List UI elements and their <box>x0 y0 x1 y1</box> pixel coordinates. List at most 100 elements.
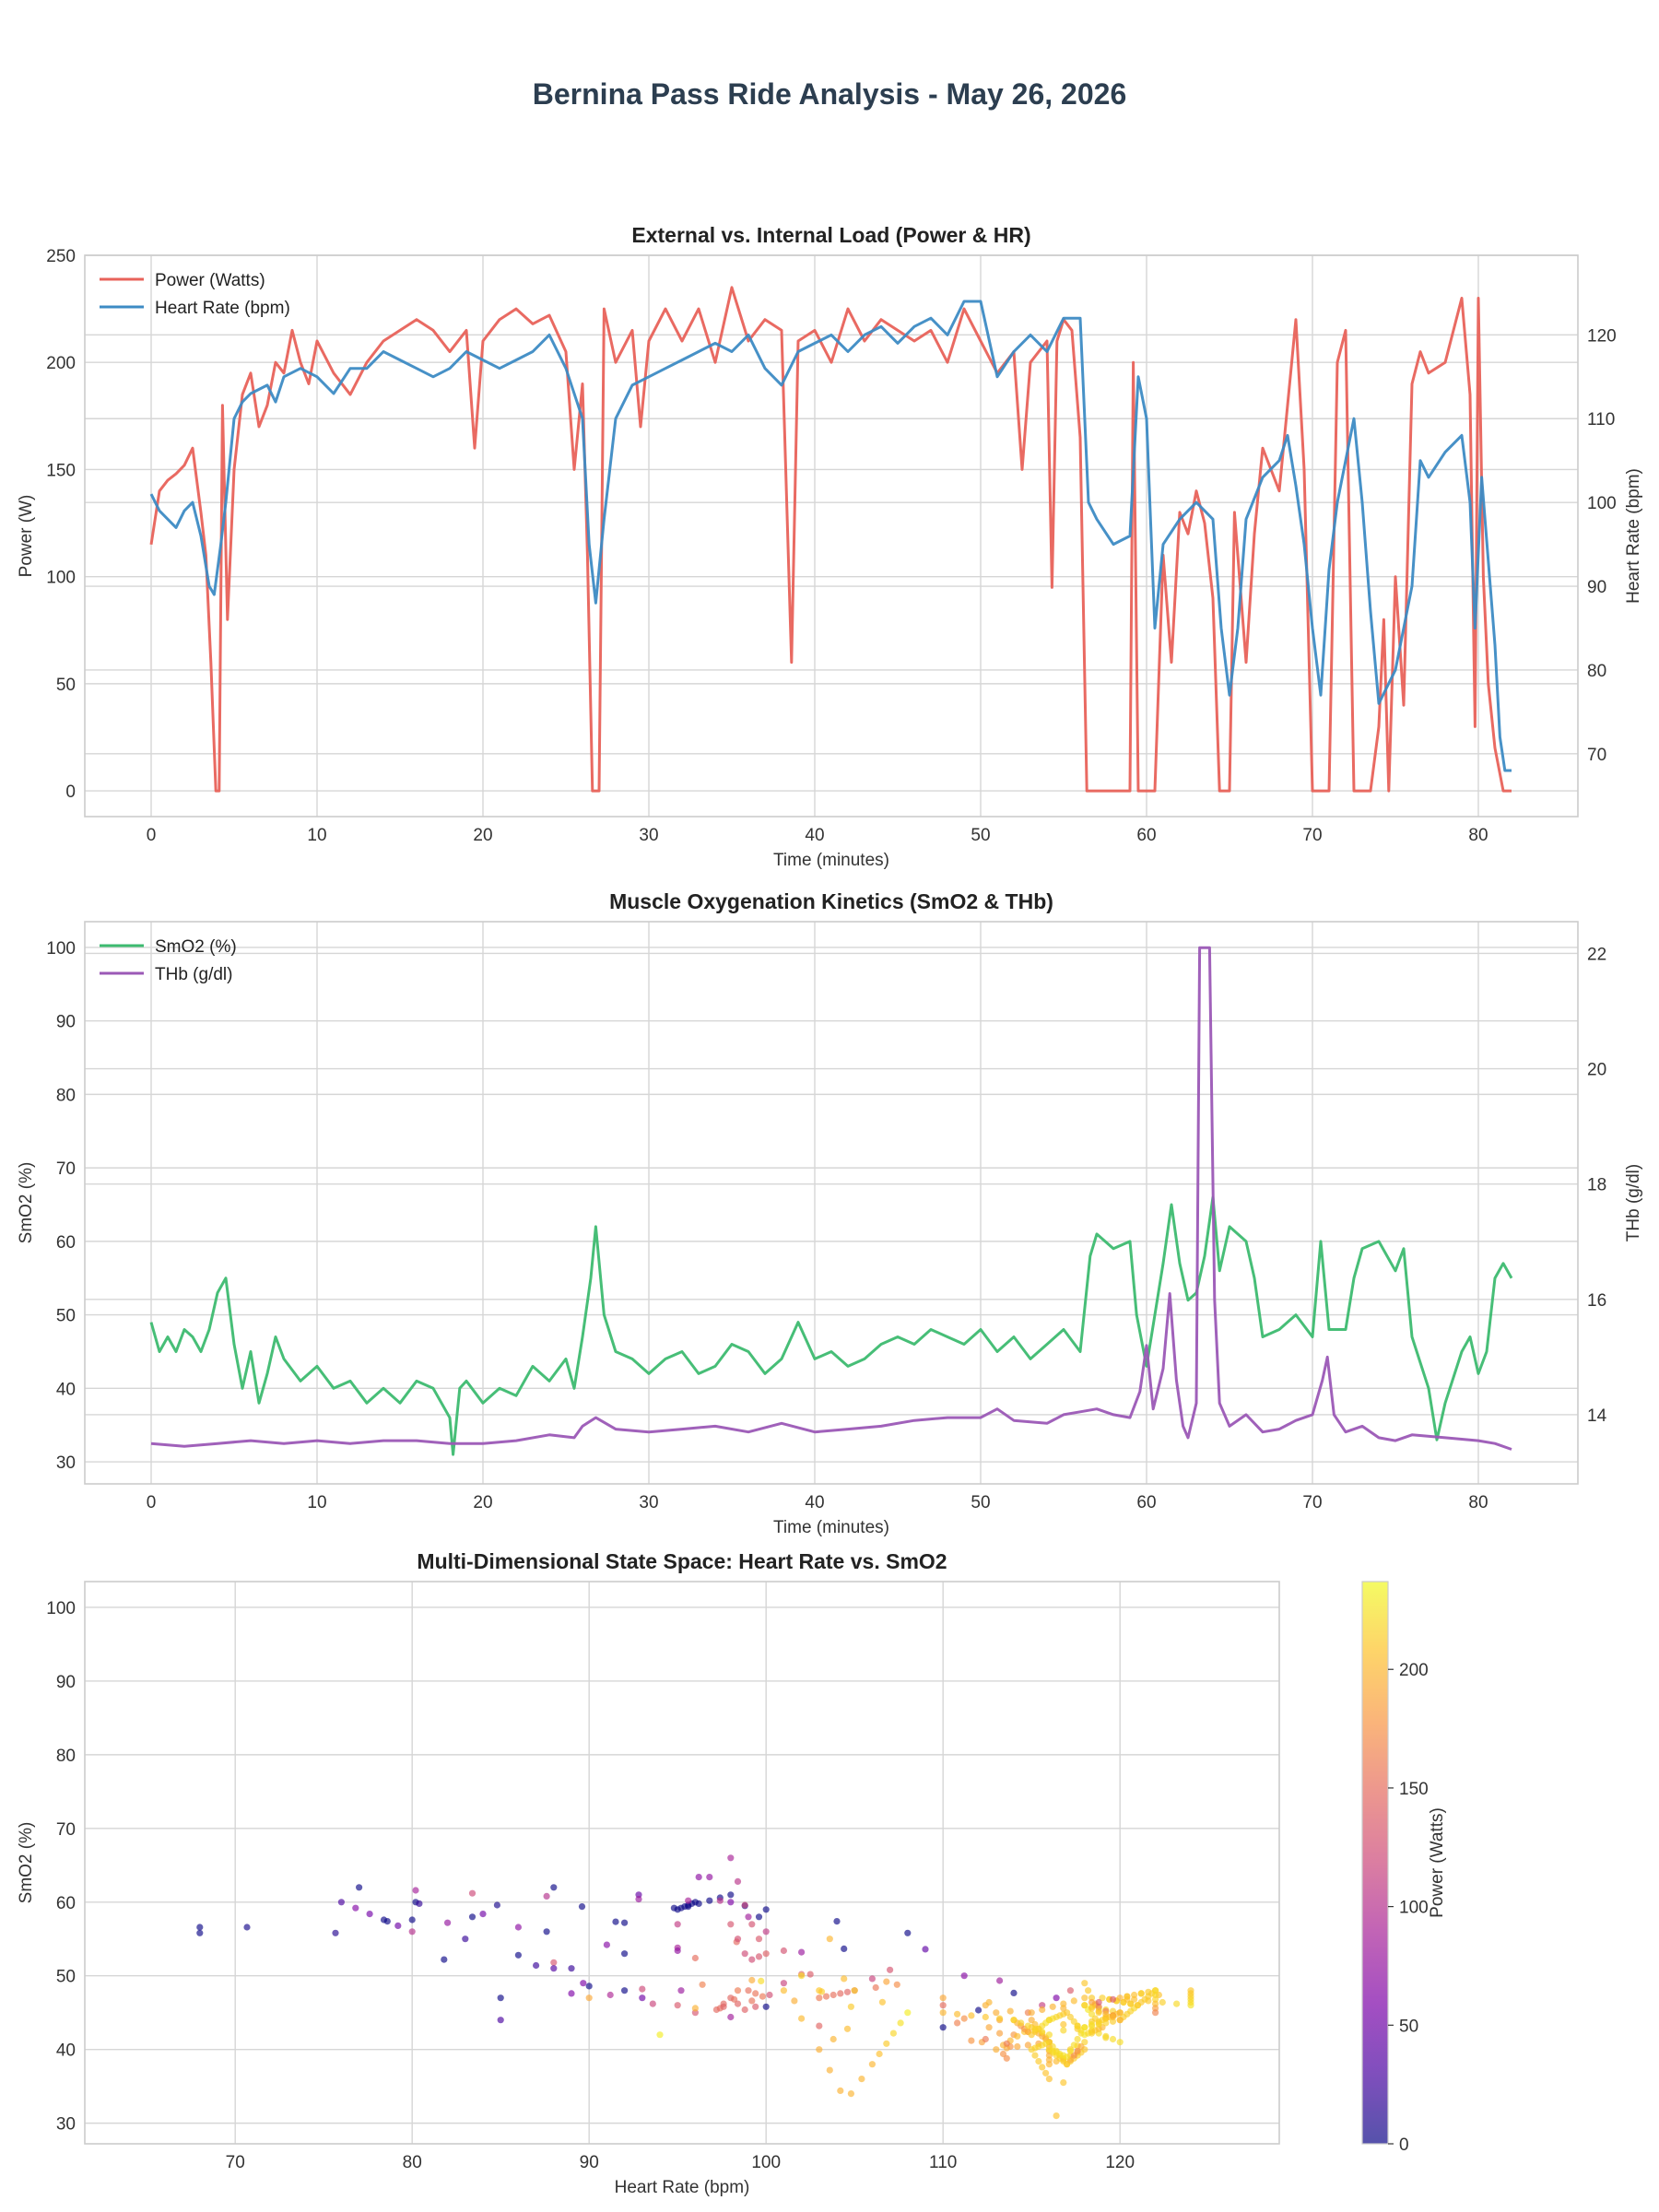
scatter-point <box>858 2076 865 2083</box>
scatter-point <box>1064 2009 1071 2017</box>
scatter-point <box>745 1913 752 1921</box>
scatter-point <box>550 1959 558 1966</box>
scatter-point <box>621 1950 629 1958</box>
legend-label: SmO2 (%) <box>155 937 237 957</box>
scatter-point <box>1088 2010 1096 2018</box>
scatter-point <box>685 1897 692 1904</box>
plot-frame <box>84 1581 1280 2145</box>
scatter-point <box>196 1924 204 1931</box>
scatter-point <box>745 1987 752 1994</box>
x-tick-label: 0 <box>147 1493 157 1512</box>
y-tick-label-right: 14 <box>1587 1406 1607 1426</box>
scatter-point <box>674 1921 681 1928</box>
scatter-point <box>868 2061 877 2068</box>
y-tick-label: 50 <box>56 1968 76 1987</box>
scatter-point <box>816 1994 823 2002</box>
scatter-point <box>954 2019 961 2027</box>
scatter-point <box>394 1922 402 1929</box>
y-axis-label-right: Heart Rate (bpm) <box>1624 468 1643 604</box>
scatter-point <box>1066 2013 1074 2021</box>
scatter-point <box>766 1991 773 1999</box>
scatter-point <box>847 2003 855 2010</box>
scatter-point <box>1081 2002 1088 2009</box>
scatter-point <box>1187 1987 1194 1994</box>
scatter-point <box>954 2010 961 2018</box>
x-tick-label: 10 <box>307 826 326 845</box>
scatter-point <box>904 1929 912 1936</box>
y-tick-label-left: 70 <box>56 1159 76 1179</box>
y-tick-label: 90 <box>56 1673 76 1692</box>
scatter-point <box>621 1987 629 1994</box>
x-tick-label: 100 <box>751 2153 781 2172</box>
y-tick-label-left: 100 <box>46 569 76 588</box>
scatter-point <box>1099 1994 1106 2002</box>
scatter-point <box>677 1987 685 1994</box>
x-tick-label: 70 <box>1302 826 1322 845</box>
scatter-point <box>568 1965 575 1972</box>
x-axis-label: Heart Rate (bpm) <box>615 2178 750 2197</box>
scatter-point <box>1173 2000 1181 2007</box>
scatter-point <box>806 1971 814 1978</box>
series-line <box>149 1195 1513 1456</box>
scatter-point <box>412 1887 419 1894</box>
scatter-point <box>960 2015 968 2022</box>
scatter-point <box>1028 2046 1035 2053</box>
scatter-point <box>1066 2047 1074 2054</box>
y-tick-label-right: 22 <box>1587 945 1606 964</box>
scatter-point <box>1152 2009 1159 2017</box>
scatter-point <box>741 1901 748 1909</box>
scatter-point <box>444 1919 452 1926</box>
scatter-point <box>982 2035 989 2043</box>
scatter-point <box>841 1975 848 1983</box>
x-tick-label: 30 <box>639 1493 658 1512</box>
x-tick-label: 90 <box>580 2153 599 2172</box>
scatter-point <box>830 2035 837 2043</box>
x-tick-label: 80 <box>1468 826 1488 845</box>
x-tick-label: 0 <box>147 826 157 845</box>
scatter-point <box>993 2009 1000 2017</box>
y-tick-label-right: 80 <box>1587 662 1606 681</box>
scatter-point <box>758 1977 765 1984</box>
colorbar-tick-label: 50 <box>1399 2017 1418 2036</box>
y-tick-label: 70 <box>56 1820 76 1840</box>
scatter-point <box>755 1953 763 1960</box>
plot-frame <box>84 254 1579 818</box>
colorbar-tick-label: 150 <box>1399 1780 1429 1799</box>
scatter-point <box>1081 2024 1088 2031</box>
scatter-point <box>734 1936 742 1943</box>
scatter-point <box>493 1901 501 1909</box>
scatter-point <box>1137 1990 1145 1997</box>
scatter-point <box>843 1988 852 1995</box>
scatter-point <box>759 1993 767 2000</box>
scatter-point <box>699 1981 706 1988</box>
y-axis-label-right: THb (g/dl) <box>1624 1164 1643 1241</box>
scatter-point <box>851 1987 858 1994</box>
x-tick-label: 40 <box>805 1493 824 1512</box>
scatter-point <box>993 2046 1000 2053</box>
scatter-point <box>1070 2041 1077 2049</box>
scatter-point <box>830 1991 837 1999</box>
scatter-point <box>621 1919 629 1926</box>
scatter-point <box>985 1998 993 2006</box>
scatter-point <box>1088 2005 1096 2012</box>
y-tick-label-left: 60 <box>56 1233 76 1253</box>
x-tick-label: 80 <box>1468 1493 1488 1512</box>
y-tick-label-right: 120 <box>1587 326 1617 346</box>
y-tick-label-right: 70 <box>1587 746 1606 765</box>
y-tick-label-right: 16 <box>1587 1291 1606 1311</box>
scatter-point <box>1095 2020 1102 2029</box>
scatter-point <box>731 1995 738 2003</box>
scatter-point <box>695 1874 702 1881</box>
scatter-point <box>1060 2000 1067 2007</box>
series-line <box>149 300 1512 772</box>
scatter-point <box>939 2009 947 2017</box>
y-tick-label-left: 40 <box>56 1380 76 1399</box>
scatter-point <box>533 1961 540 1970</box>
scatter-point <box>939 2024 947 2031</box>
scatter-point <box>543 1928 550 1936</box>
scatter-point <box>798 2015 806 2022</box>
scatter-point <box>1074 2022 1081 2030</box>
scatter-point <box>1045 2061 1053 2068</box>
x-tick-label: 20 <box>473 1493 492 1512</box>
scatter-point <box>380 1916 388 1924</box>
